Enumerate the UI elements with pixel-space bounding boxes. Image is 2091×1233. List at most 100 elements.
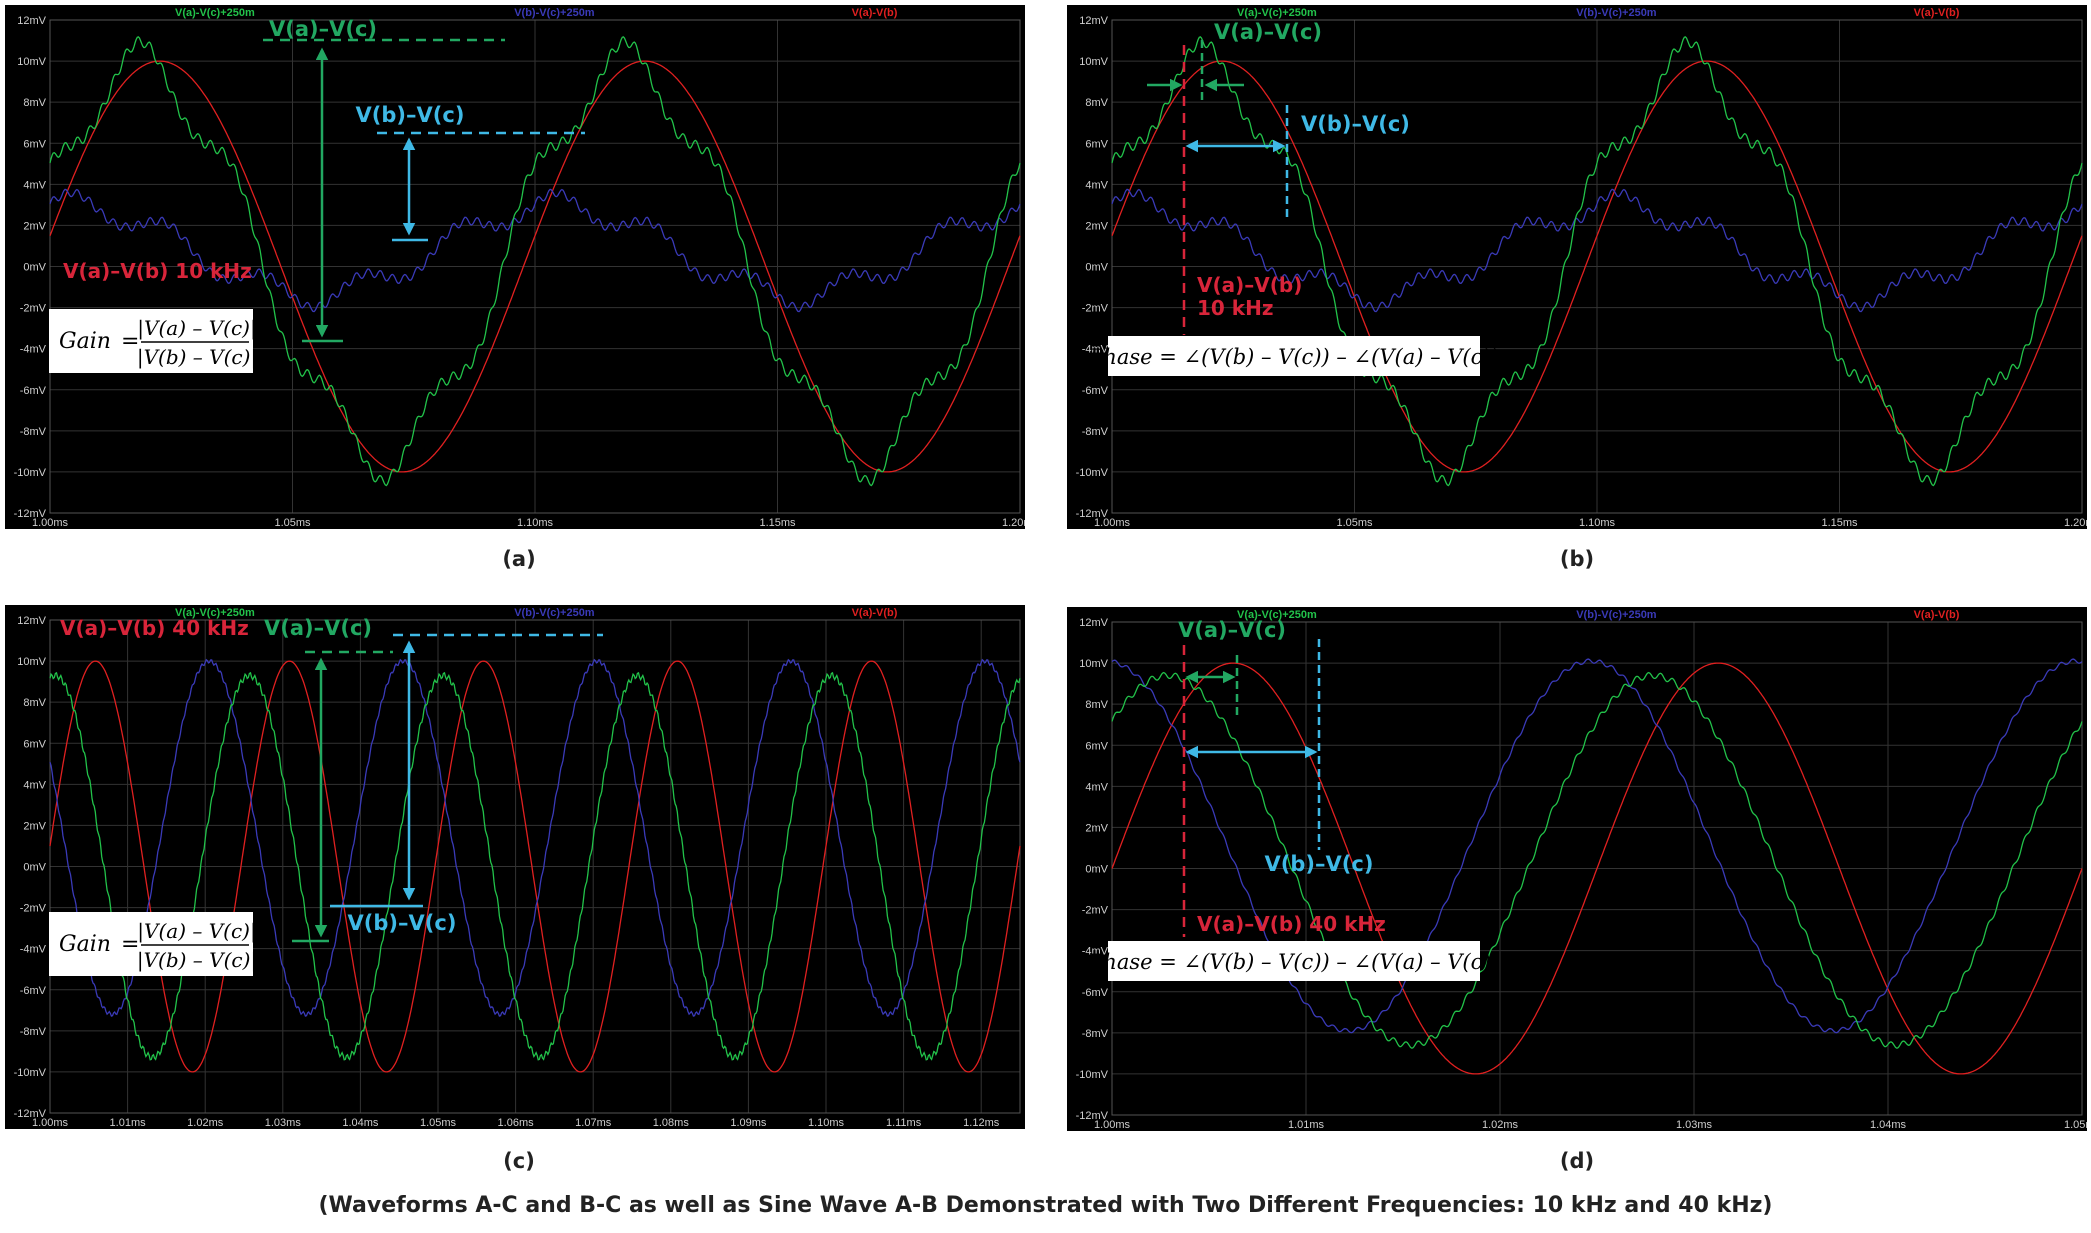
series-line-v_ac [49, 36, 1021, 487]
y-tick-label: -2mV [20, 303, 47, 315]
freq-label: V(a)–V(b) 40 kHz [1197, 912, 1386, 936]
y-tick-label: -6mV [20, 985, 47, 997]
freq-label-line2: 10 kHz [1197, 296, 1273, 320]
x-tick-label: 1.10ms [808, 1117, 845, 1129]
legend-v_ac: V(a)-V(c)+250m [175, 7, 255, 19]
figure-caption: (Waveforms A-C and B-C as well as Sine W… [318, 1193, 1773, 1218]
plot-d: 12mV 10mV 8mV 6mV 4mV 2mV 0mV -2mV -4mV -6mV -8mV -… [1076, 609, 2087, 1131]
y-tick-label: 0mV [23, 262, 46, 274]
gain-formula-equals: = [121, 329, 139, 354]
series-line-v_ac [1111, 671, 2083, 1049]
v-bc-label: V(b)–V(c) [356, 103, 465, 127]
x-tick-label: 1.05ms [2064, 1119, 2087, 1131]
v-bc-label: V(b)–V(c) [1301, 112, 1410, 136]
y-tick-label: 2mV [1085, 220, 1108, 232]
gain-formula-lhs: Gain [59, 329, 111, 354]
y-tick-label: 12mV [17, 615, 46, 627]
legend-v_ac: V(a)-V(c)+250m [1237, 7, 1317, 19]
panel-label-c: (c) [503, 1149, 535, 1173]
y-tick-label: -8mV [1082, 426, 1109, 438]
y-tick-label: 4mV [23, 779, 46, 791]
v-ac-label: V(a)–V(c) [1178, 618, 1286, 642]
y-tick-label: 0mV [1085, 262, 1108, 274]
x-tick-label: 1.07ms [575, 1117, 612, 1129]
y-tick-label: 4mV [1085, 781, 1108, 793]
y-tick-label: 8mV [1085, 97, 1108, 109]
y-tick-label: 4mV [23, 179, 46, 191]
panel-label-d: (d) [1559, 1149, 1595, 1173]
y-tick-label: -12mV [1076, 1110, 1109, 1122]
y-tick-label: -12mV [1076, 508, 1109, 520]
chart-panel-d: 12mV 10mV 8mV 6mV 4mV 2mV 0mV -2mV -4mV -6mV -8mV -… [1067, 607, 2087, 1131]
y-tick-label: -2mV [1082, 303, 1109, 315]
v-bc-label: V(b)–V(c) [1265, 852, 1374, 876]
x-tick-label: 1.20ms [2064, 517, 2087, 529]
x-tick-label: 1.20ms [1002, 517, 1025, 529]
freq-label: V(a)–V(b) 40 kHz [60, 616, 249, 640]
x-tick-label: 1.09ms [730, 1117, 767, 1129]
y-tick-label: 10mV [17, 56, 46, 68]
y-tick-label: 6mV [23, 138, 46, 150]
series-line-v_ab [1111, 60, 2083, 473]
y-tick-label: 6mV [1085, 740, 1108, 752]
x-tick-label: 1.12ms [963, 1117, 1000, 1129]
chart-panel-c: 12mV 10mV 8mV 6mV 4mV 2mV 0mV -2mV -4mV -6mV -8mV -… [5, 605, 1025, 1129]
x-tick-label: 1.11ms [886, 1117, 922, 1129]
y-tick-label: 6mV [23, 738, 46, 750]
y-tick-label: -8mV [1082, 1028, 1109, 1040]
legend-v_bc: V(b)-V(c)+250m [514, 7, 595, 19]
legend-v_ab: V(a)-V(b) [1914, 609, 1960, 621]
x-tick-label: 1.01ms [110, 1117, 147, 1129]
y-tick-label: 6mV [1085, 138, 1108, 150]
y-tick-label: 2mV [1085, 822, 1108, 834]
x-tick-label: 1.02ms [1482, 1119, 1519, 1131]
x-tick-label: 1.06ms [498, 1117, 535, 1129]
y-tick-label: 10mV [1079, 658, 1108, 670]
y-tick-label: -8mV [20, 426, 47, 438]
y-tick-label: 4mV [1085, 179, 1108, 191]
legend-v_ac: V(a)-V(c)+250m [175, 607, 255, 619]
y-tick-label: 0mV [23, 862, 46, 874]
y-tick-label: -12mV [14, 1108, 47, 1120]
x-tick-label: 1.05ms [274, 517, 311, 529]
y-tick-label: -10mV [1076, 1069, 1109, 1081]
gain-formula-numerator: |V(a) – V(c)| [137, 919, 256, 944]
chart-panel-a: 12mV 10mV 8mV 6mV 4mV 2mV 0mV -2mV -4mV -6mV -8mV -… [5, 5, 1025, 529]
y-tick-label: -10mV [14, 467, 47, 479]
series-line-v_ab [49, 660, 1021, 1073]
gain-formula-denominator: |V(b) – V(c)| [137, 948, 257, 973]
plot-c: 12mV 10mV 8mV 6mV 4mV 2mV 0mV -2mV -4mV -6mV -8mV -… [14, 607, 1021, 1129]
y-tick-label: -10mV [14, 1067, 47, 1079]
series-line-v_ab [1111, 662, 2083, 1075]
phase-formula-box [1108, 941, 1480, 981]
y-tick-label: 12mV [1079, 617, 1108, 629]
y-tick-label: 10mV [17, 656, 46, 668]
v-ac-label: V(a)–V(c) [264, 616, 372, 640]
y-tick-label: 12mV [1079, 15, 1108, 27]
legend-v_ab: V(a)-V(b) [852, 7, 898, 19]
x-tick-label: 1.10ms [517, 517, 554, 529]
v-bc-label: V(b)–V(c) [348, 911, 457, 935]
series-line-v_ac [49, 671, 1021, 1061]
y-tick-label: 8mV [23, 97, 46, 109]
legend-v_bc: V(b)-V(c)+250m [1576, 609, 1657, 621]
v-ac-label: V(a)–V(c) [269, 17, 377, 41]
x-tick-label: 1.00ms [1094, 1119, 1131, 1131]
y-tick-label: 8mV [23, 697, 46, 709]
freq-label-line1: V(a)–V(b) [1197, 273, 1302, 297]
gain-formula-equals: = [121, 932, 139, 957]
legend-v_bc: V(b)-V(c)+250m [1576, 7, 1657, 19]
series-line-v_bc [1111, 188, 2083, 313]
gain-formula-denominator: |V(b) – V(c)| [137, 345, 257, 370]
gain-formula-box [49, 309, 253, 373]
plot-b: 12mV 10mV 8mV 6mV 4mV 2mV 0mV -2mV -4mV -6mV -8mV -… [1076, 7, 2087, 529]
legend-v_ab: V(a)-V(b) [852, 607, 898, 619]
x-tick-label: 1.00ms [32, 517, 69, 529]
series-line-v_bc [49, 188, 1021, 313]
y-tick-label: -10mV [1076, 467, 1109, 479]
series-line-v_bc [49, 658, 1021, 1017]
panel-label-b: (b) [1559, 547, 1595, 571]
phase-formula-text: Phase = ∠(V(b) – V(c)) – ∠(V(a) – V(c)) [1088, 950, 1499, 974]
gain-formula-box [49, 912, 253, 976]
x-tick-label: 1.05ms [1336, 517, 1373, 529]
